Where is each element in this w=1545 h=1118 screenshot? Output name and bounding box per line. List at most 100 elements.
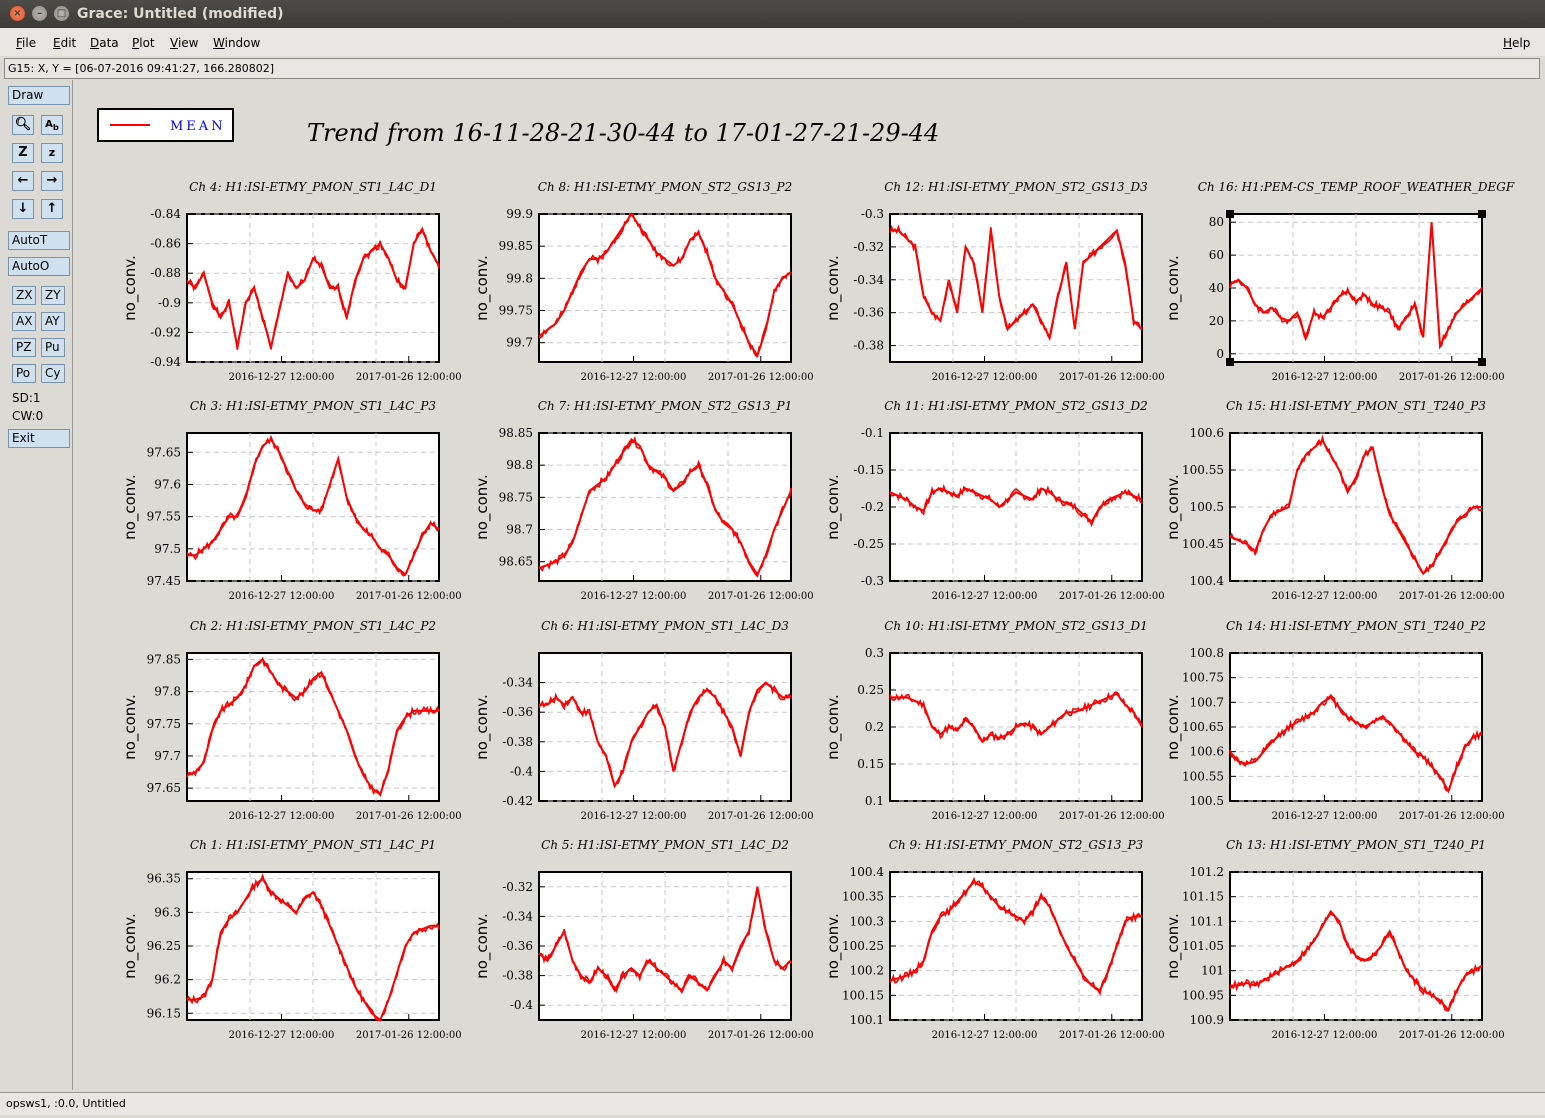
y-tick-label: -0.36 — [502, 939, 533, 953]
x-tick-label: 2017-01-26 12:00:00 — [1059, 811, 1165, 822]
panel-title: Ch 11: H1:ISI-ETMY_PMON_ST2_GS13_D2 — [884, 399, 1148, 413]
panel-title: Ch 6: H1:ISI-ETMY_PMON_ST1_L4C_D3 — [541, 619, 789, 633]
y-tick-label: 0 — [1216, 347, 1224, 361]
autot-button[interactable]: AutoT — [8, 231, 70, 250]
autoo-button[interactable]: AutoO — [8, 257, 70, 276]
selection-handle — [1226, 358, 1234, 366]
zy-button[interactable]: ZY — [41, 286, 65, 305]
x-tick-label: 2016-12-27 12:00:00 — [581, 591, 687, 602]
x-tick-label: 2016-12-27 12:00:00 — [932, 591, 1038, 602]
minimize-window-icon[interactable]: – — [32, 6, 47, 21]
window-titlebar: × – □ Grace: Untitled (modified) — [0, 0, 1545, 28]
menu-plot[interactable]: Plot — [132, 36, 155, 50]
arrow-down-icon[interactable]: ↓ — [12, 199, 34, 219]
y-tick-label: 97.55 — [147, 510, 181, 524]
y-tick-label: 97.45 — [147, 574, 181, 588]
y-tick-label: 101.15 — [1182, 890, 1224, 904]
x-tick-label: 2016-12-27 12:00:00 — [932, 811, 1038, 822]
y-axis-label: no_conv. — [473, 694, 492, 760]
series-line-mean — [1229, 693, 1483, 792]
y-tick-label: -0.38 — [502, 969, 533, 983]
po-button[interactable]: Po — [12, 364, 36, 383]
series-line-mean-trend — [538, 886, 792, 993]
y-axis-label: no_conv. — [824, 474, 843, 540]
menu-data[interactable]: Data — [90, 36, 119, 50]
y-tick-label: 98.65 — [499, 555, 533, 569]
series-line-mean-trend — [890, 228, 1143, 341]
y-axis-label: no_conv. — [121, 255, 140, 321]
y-tick-label: -0.32 — [502, 880, 533, 894]
zoom-in-icon[interactable]: Z — [12, 143, 34, 163]
y-tick-label: 100.2 — [850, 964, 884, 978]
y-tick-label: 100.5 — [1190, 794, 1224, 808]
sd-label: SD:1 — [12, 391, 41, 405]
y-tick-label: -0.32 — [853, 240, 884, 254]
y-tick-label: -0.34 — [853, 273, 884, 287]
pz-button[interactable]: PZ — [12, 338, 36, 357]
y-tick-label: 100.5 — [1190, 500, 1224, 514]
series-line-mean-trend — [186, 226, 440, 348]
y-tick-label: 97.7 — [154, 749, 181, 763]
series-line-mean-trend — [1229, 438, 1482, 576]
x-tick-label: 2016-12-27 12:00:00 — [229, 1030, 335, 1041]
y-tick-label: -0.3 — [861, 574, 884, 588]
menu-edit[interactable]: Edit — [53, 36, 77, 50]
text-tool-icon[interactable]: Ab — [41, 115, 63, 135]
plot-area: MEAN Trend from 16-11-28-21-30-44 to 17-… — [97, 108, 1515, 1041]
graph-canvas[interactable]: MEAN Trend from 16-11-28-21-30-44 to 17-… — [74, 80, 1540, 1090]
close-window-icon[interactable]: × — [10, 6, 25, 21]
series-line-mean-trend — [889, 487, 1143, 524]
series-line-mean-trend — [890, 692, 1143, 744]
panel-title: Ch 13: H1:ISI-ETMY_PMON_ST1_T240_P1 — [1226, 838, 1486, 852]
maximize-window-icon[interactable]: □ — [54, 6, 69, 21]
pu-button[interactable]: Pu — [41, 338, 65, 357]
y-tick-label: -0.86 — [150, 237, 181, 251]
y-tick-label: 20 — [1209, 314, 1224, 328]
menu-view[interactable]: View — [170, 36, 199, 50]
zx-button[interactable]: ZX — [12, 286, 36, 305]
y-tick-label: 0.2 — [865, 720, 884, 734]
y-tick-label: 100.35 — [842, 890, 884, 904]
panel-title: Ch 16: H1:PEM-CS_TEMP_ROOF_WEATHER_DEGF — [1198, 180, 1515, 194]
y-tick-label: 98.75 — [499, 490, 533, 504]
x-tick-label: 2016-12-27 12:00:00 — [1272, 811, 1378, 822]
menu-file[interactable]: File — [16, 36, 37, 50]
y-tick-label: 96.25 — [147, 939, 181, 953]
ay-button[interactable]: AY — [41, 312, 65, 331]
y-tick-label: -0.9 — [158, 296, 181, 310]
arrow-right-icon[interactable]: → — [41, 171, 63, 191]
y-tick-label: 100.1 — [850, 1013, 884, 1027]
y-tick-label: 99.9 — [506, 207, 533, 221]
cy-button[interactable]: Cy — [41, 364, 65, 383]
y-axis-label: no_conv. — [1164, 913, 1183, 979]
exit-button[interactable]: Exit — [8, 429, 70, 448]
y-tick-label: -0.34 — [502, 909, 533, 923]
menu-window[interactable]: Window — [213, 36, 261, 50]
series-line-mean-trend — [889, 880, 1142, 992]
y-tick-label: 100.75 — [1182, 671, 1224, 685]
zoom-icon[interactable]: 🔍︎ — [12, 115, 34, 135]
y-tick-label: 100.95 — [1182, 988, 1224, 1002]
y-tick-label: 100.6 — [1190, 426, 1224, 440]
ax-button[interactable]: AX — [12, 312, 36, 331]
y-axis-label: no_conv. — [1164, 474, 1183, 540]
x-tick-label: 2016-12-27 12:00:00 — [1272, 1030, 1378, 1041]
zoom-out-icon[interactable]: z — [41, 143, 63, 163]
draw-button[interactable]: Draw — [8, 86, 70, 105]
x-tick-label: 2016-12-27 12:00:00 — [229, 591, 335, 602]
arrow-up-icon[interactable]: ↑ — [41, 199, 63, 219]
panel-title: Ch 1: H1:ISI-ETMY_PMON_ST1_L4C_P1 — [190, 838, 436, 852]
locator-bar: G15: X, Y = [06-07-2016 09:41:27, 166.28… — [4, 58, 1540, 79]
y-tick-label: 99.7 — [506, 336, 533, 350]
y-tick-label: -0.36 — [502, 705, 533, 719]
y-tick-label: -0.1 — [861, 426, 884, 440]
y-axis-label: no_conv. — [824, 913, 843, 979]
arrow-left-icon[interactable]: ← — [12, 171, 34, 191]
menu-help[interactable]: Help — [1503, 36, 1531, 50]
y-axis-label: no_conv. — [121, 913, 140, 979]
y-tick-label: -0.88 — [150, 266, 181, 280]
y-tick-label: 100.15 — [842, 988, 884, 1002]
y-tick-label: -0.34 — [502, 676, 533, 690]
y-tick-label: 80 — [1209, 215, 1224, 229]
x-tick-label: 2016-12-27 12:00:00 — [932, 1030, 1038, 1041]
